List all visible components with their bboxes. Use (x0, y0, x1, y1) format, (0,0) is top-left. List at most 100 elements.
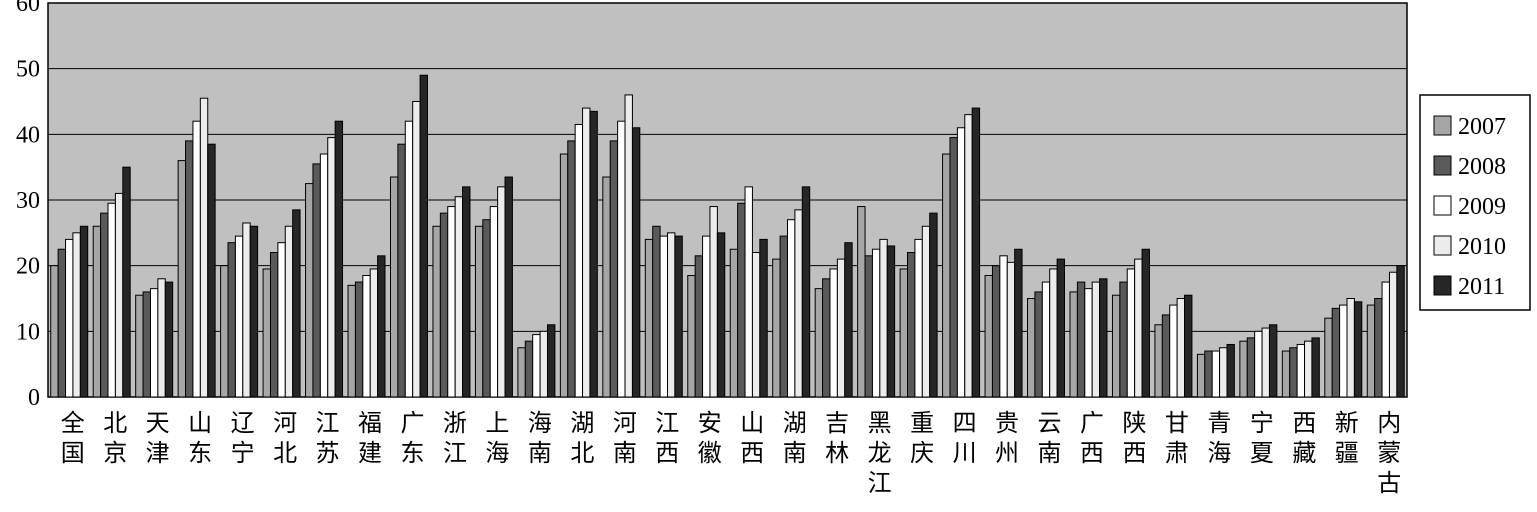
bar (474, 225, 484, 398)
bar (362, 275, 371, 398)
bar (822, 278, 831, 398)
bar (1353, 301, 1363, 398)
y-tick-label: 60 (16, 0, 40, 17)
bar (1014, 248, 1023, 398)
x-tick-label: 江西 (651, 410, 678, 470)
x-tick-label: 湖南 (778, 410, 806, 470)
bar (65, 238, 74, 398)
x-tick-label: 四川 (948, 410, 976, 470)
bar (1006, 261, 1016, 398)
bar (1281, 350, 1291, 398)
bar (377, 255, 386, 398)
bar (207, 143, 216, 398)
bar (122, 166, 131, 398)
x-tick-label: 安徽 (693, 410, 721, 470)
bar (1034, 291, 1043, 398)
bar (389, 176, 399, 398)
bar (737, 202, 746, 398)
bar (1366, 304, 1376, 398)
bar (1346, 298, 1355, 398)
bar (72, 232, 81, 398)
bar (772, 258, 781, 398)
x-tick-label: 福建 (354, 410, 382, 470)
x-tick-label: 新疆 (1330, 410, 1358, 470)
bar (1339, 304, 1348, 398)
bar (1176, 298, 1186, 398)
bar (532, 334, 541, 398)
bar (142, 291, 151, 398)
x-tick-label: 河南 (608, 410, 636, 470)
bar (177, 160, 187, 398)
bar (369, 268, 379, 398)
bar (857, 206, 866, 398)
legend-swatch (1433, 115, 1452, 136)
bar (1204, 350, 1213, 398)
bar (164, 281, 174, 398)
bar (582, 107, 591, 398)
bar (1374, 298, 1383, 398)
bar (327, 137, 336, 398)
bar (1268, 324, 1278, 398)
bar (489, 206, 499, 398)
x-tick-label: 浙江 (438, 410, 466, 470)
bar (991, 265, 1001, 398)
x-tick-label: 天津 (141, 410, 169, 470)
bar (1169, 304, 1178, 398)
bar (1289, 347, 1298, 398)
bar (1219, 347, 1228, 398)
bar (269, 252, 279, 398)
bar (1184, 294, 1193, 398)
x-tick-label: 北京 (99, 410, 127, 470)
bar (1296, 343, 1306, 398)
y-tick-label: 10 (16, 319, 40, 345)
bar (949, 137, 958, 398)
x-tick-label: 内蒙古 (1373, 410, 1400, 500)
bar (107, 202, 116, 398)
bar (829, 268, 838, 398)
legend-swatch (1433, 155, 1452, 176)
bar (814, 288, 824, 398)
bar (844, 242, 853, 398)
bar (227, 242, 236, 398)
y-tick-label: 40 (16, 122, 40, 148)
bar (135, 294, 144, 398)
legend-label: 2010 (1458, 234, 1506, 260)
bar (751, 252, 761, 398)
bar (114, 192, 124, 398)
x-tick-label: 上海 (481, 410, 508, 470)
bar (412, 101, 421, 398)
x-tick-label: 宁夏 (1245, 410, 1273, 470)
bar (1069, 291, 1078, 398)
bar (574, 123, 584, 398)
bar (1311, 337, 1320, 398)
x-tick-label: 山西 (736, 410, 763, 470)
x-tick-label: 重庆 (906, 410, 934, 470)
bar (1254, 330, 1263, 398)
bar (50, 265, 59, 398)
bar (609, 140, 619, 398)
bar (1388, 271, 1398, 398)
bar (886, 245, 896, 398)
x-tick-label: 河北 (269, 410, 297, 470)
bar (956, 127, 966, 398)
bar (546, 324, 556, 398)
bar (312, 163, 321, 398)
bar (1041, 281, 1051, 398)
bar (234, 235, 244, 398)
x-tick-label: 海南 (523, 410, 550, 470)
bar (914, 238, 923, 398)
bar (185, 140, 194, 398)
bar (100, 212, 109, 398)
x-tick-label: 贵州 (991, 410, 1019, 470)
bar (419, 74, 428, 398)
legend-label: 2008 (1458, 154, 1506, 180)
bar (702, 235, 711, 398)
x-tick-label: 湖北 (566, 410, 594, 470)
bar (624, 94, 633, 398)
x-tick-label: 黑龙江 (863, 410, 891, 500)
legend-label: 2009 (1458, 194, 1506, 220)
bar (199, 97, 209, 398)
bar (659, 235, 668, 398)
bar (1261, 327, 1270, 398)
bar (404, 120, 414, 398)
